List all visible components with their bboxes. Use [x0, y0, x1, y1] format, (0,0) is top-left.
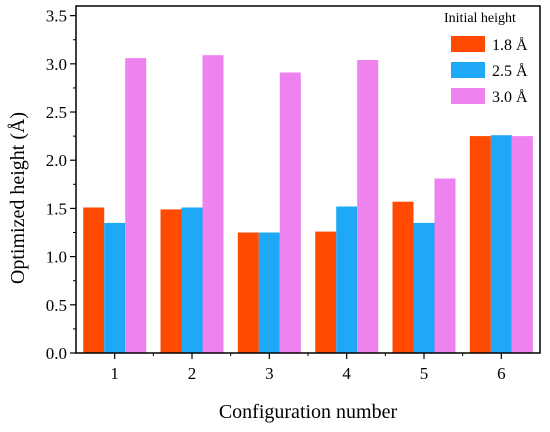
bar-6-series-2	[490, 135, 512, 353]
y-tick-label: 2.0	[46, 151, 67, 170]
bar-2-series-1	[160, 209, 182, 353]
y-tick-label: 1.5	[46, 199, 67, 218]
bar-5-series-1	[392, 201, 414, 353]
legend-title: Initial height	[444, 11, 516, 26]
bar-1-series-3	[125, 58, 147, 353]
bar-1-series-2	[104, 222, 126, 353]
x-tick-label: 4	[342, 364, 351, 383]
x-tick-label: 5	[420, 364, 429, 383]
y-tick-label: 1.0	[46, 248, 67, 267]
x-tick-label: 1	[110, 364, 119, 383]
bar-6-series-3	[511, 136, 533, 353]
bar-3-series-3	[279, 72, 301, 353]
y-tick-label: 0.5	[46, 296, 67, 315]
y-axis-title: Optimized height (Å)	[7, 112, 29, 284]
legend-swatch	[451, 88, 485, 104]
bar-4-series-1	[315, 231, 337, 353]
legend-swatch	[451, 36, 485, 52]
bar-4-series-2	[336, 206, 358, 353]
y-tick-label: 3.0	[46, 55, 67, 74]
bar-1-series-1	[83, 207, 105, 353]
x-tick-label: 2	[188, 364, 197, 383]
bars	[83, 55, 533, 353]
bar-5-series-2	[413, 222, 435, 353]
y-tick-label: 2.5	[46, 103, 67, 122]
tick-labels: 0.0 0.5 1.0 1.5 2.0 2.5 3.0 3.5 1 2 3 4 5 6	[46, 7, 506, 383]
bar-2-series-3	[202, 55, 224, 353]
bar-4-series-3	[357, 60, 379, 353]
legend: Initial height 1.8 Å 2.5 Å 3.0 Å	[444, 11, 528, 106]
legend-label: 1.8 Å	[492, 36, 528, 54]
legend-label: 2.5 Å	[492, 62, 528, 80]
bar-3-series-2	[258, 232, 280, 353]
bar-2-series-2	[181, 207, 203, 353]
bar-5-series-3	[434, 178, 456, 353]
legend-swatch	[451, 62, 485, 78]
legend-label: 3.0 Å	[492, 88, 528, 106]
bar-3-series-1	[237, 232, 259, 353]
x-tick-label: 6	[497, 364, 506, 383]
bar-6-series-1	[469, 136, 491, 353]
x-tick-label: 3	[265, 364, 274, 383]
x-axis-title: Configuration number	[219, 401, 398, 423]
y-tick-label: 3.5	[46, 7, 67, 26]
y-tick-label: 0.0	[46, 344, 67, 363]
